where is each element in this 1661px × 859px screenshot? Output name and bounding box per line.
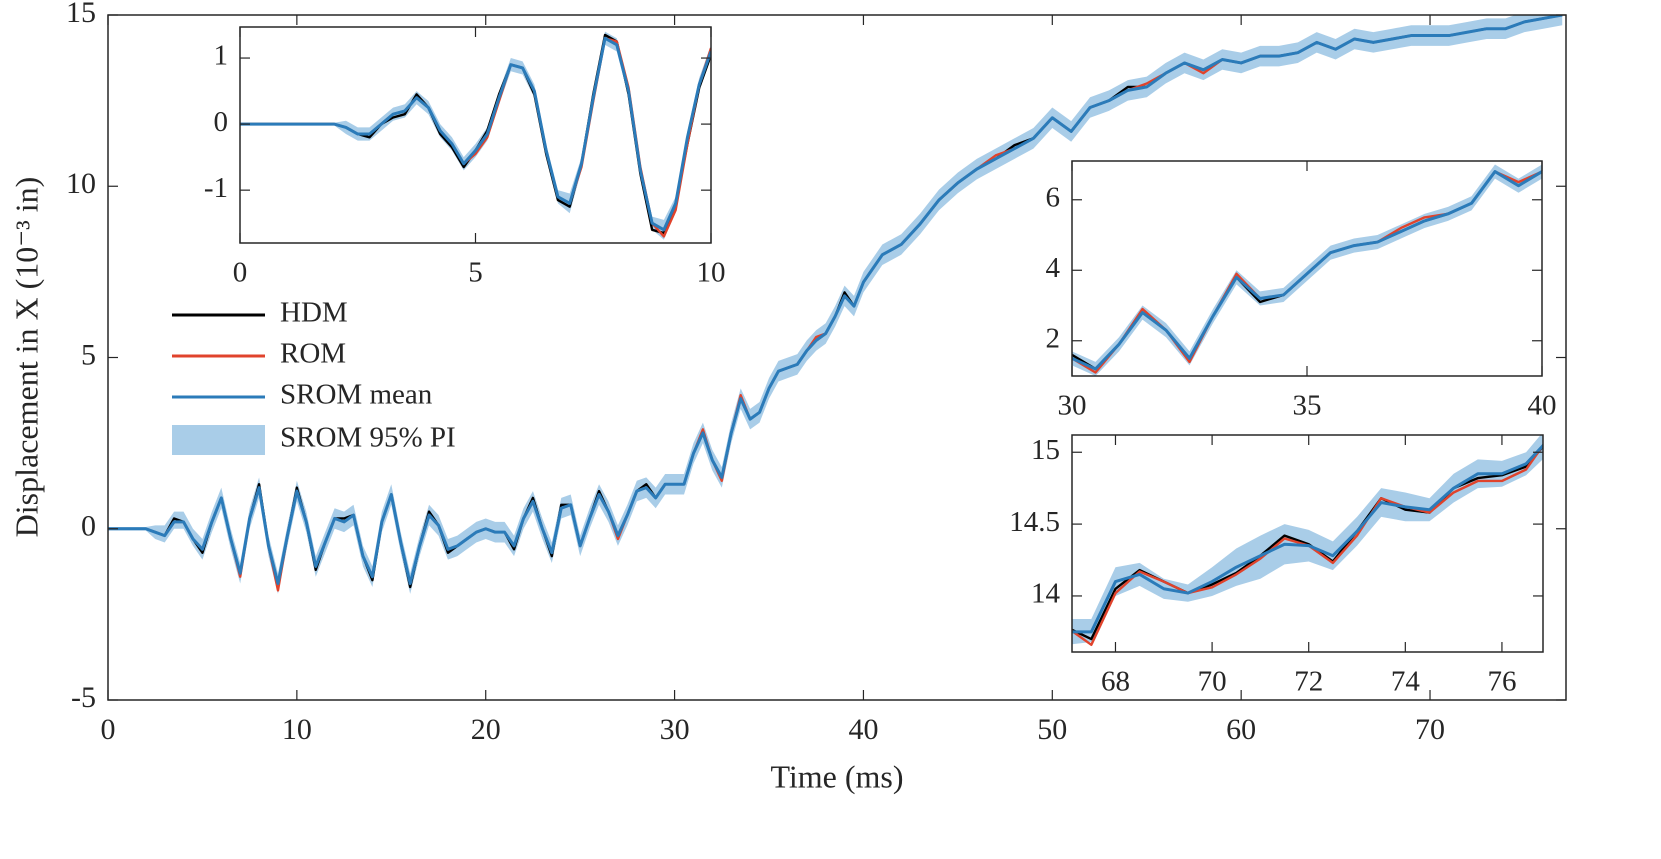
series-line (1072, 443, 1543, 634)
y-tick-label: 4 (1046, 252, 1061, 284)
series-line (1072, 170, 1542, 371)
axes: 0 5 10 -1 0 1 (204, 26, 726, 289)
x-tick-label: 50 (1037, 713, 1067, 746)
y-tick-label: 6 (1046, 181, 1061, 213)
axes-frame (1071, 434, 1544, 653)
series-line (240, 36, 711, 232)
x-tick-label: 68 (1101, 666, 1130, 698)
x-tick-label: 30 (660, 713, 690, 746)
x-tick-label: 60 (1226, 713, 1256, 746)
x-tick-label: 40 (1528, 390, 1557, 422)
y-tick-label: 15 (1031, 434, 1060, 466)
x-tick-label: 70 (1198, 666, 1227, 698)
y-axis-label: Displacement in X (10⁻³ in) (8, 177, 44, 538)
axes-background (240, 27, 711, 243)
x-tick-label: 10 (282, 713, 312, 746)
y-tick-label: 10 (66, 167, 96, 200)
x-tick-label: 5 (468, 257, 483, 289)
plot-area (240, 31, 711, 240)
x-tick-label: 76 (1487, 666, 1516, 698)
series-line (108, 15, 1563, 586)
y-tick-label: 1 (214, 40, 229, 72)
y-tick-label: 14 (1031, 578, 1061, 610)
plot-area (1072, 164, 1542, 376)
y-tick-label: 0 (214, 106, 229, 138)
y-tick-label: 14.5 (1009, 506, 1060, 538)
x-tick-label: 40 (848, 713, 878, 746)
y-tick-label: -5 (71, 681, 96, 714)
legend-label: ROM (280, 338, 346, 370)
axes: 30 35 40 2 4 6 (1046, 160, 1557, 422)
x-tick-label: 72 (1294, 666, 1323, 698)
x-tick-label: 30 (1058, 390, 1087, 422)
x-tick-label: 0 (101, 713, 116, 746)
y-tick-label: 5 (81, 338, 96, 371)
y-tick-label: 15 (66, 0, 96, 29)
legend-label: SROM 95% PI (280, 422, 456, 454)
y-tick-label: 2 (1046, 322, 1061, 354)
x-tick-label: 35 (1293, 390, 1322, 422)
x-tick-label: 20 (471, 713, 501, 746)
legend-label: SROM mean (280, 379, 433, 411)
axes: 68 70 72 74 76 14 14.5 15 (1009, 434, 1544, 698)
plot-area (108, 15, 1563, 594)
legend-label: HDM (280, 297, 348, 329)
legend-swatch (172, 425, 265, 455)
x-axis-label: Time (ms) (770, 758, 903, 794)
x-tick-label: 10 (697, 257, 726, 289)
plot-area (1072, 435, 1543, 647)
x-tick-label: 70 (1415, 713, 1445, 746)
x-tick-label: 0 (233, 257, 248, 289)
y-tick-label: 0 (81, 510, 96, 543)
y-tick-label: -1 (204, 172, 228, 204)
x-tick-label: 74 (1391, 666, 1421, 698)
legend: HDM ROM SROM mean SROM 95% PI (172, 297, 456, 455)
